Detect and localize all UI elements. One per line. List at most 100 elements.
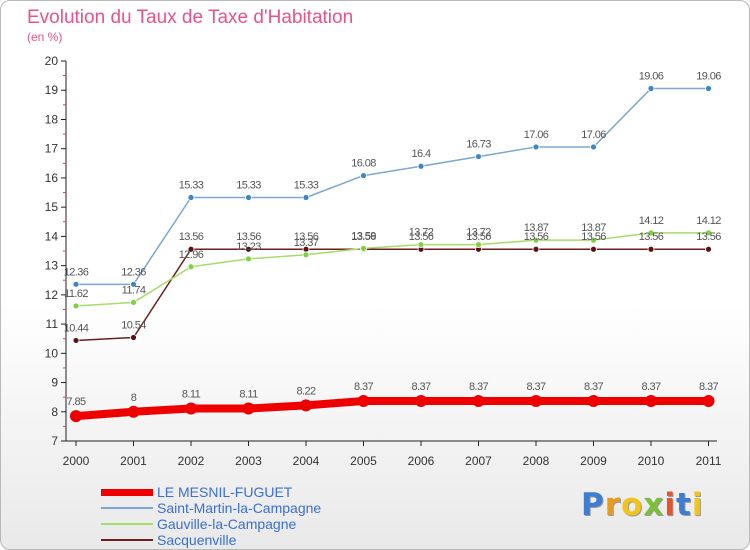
data-label: 15.33 (294, 180, 319, 192)
data-label: 13.72 (409, 227, 434, 239)
data-label: 13.56 (466, 231, 491, 243)
chart-title: Evolution du Taux de Taxe d'Habitation (27, 7, 354, 28)
y-tick-label: 8 (51, 405, 58, 419)
data-label: 10.54 (121, 320, 146, 332)
x-tick-label: 2002 (178, 454, 205, 468)
data-label: 12.36 (64, 266, 89, 278)
data-point (187, 245, 195, 253)
data-point (472, 394, 485, 407)
y-tick-label: 12 (45, 288, 59, 302)
series-line-0 (72, 396, 713, 421)
legend-item: Saint-Martin-la-Campagne (101, 500, 321, 516)
brand-letter: t (675, 487, 692, 523)
data-label: 13.87 (524, 222, 549, 234)
y-tick-label: 13 (45, 259, 59, 273)
brand-letter: r (604, 487, 622, 523)
y-tick-label: 14 (45, 229, 59, 243)
data-label: 13.56 (179, 231, 204, 243)
data-label: 11.74 (122, 284, 146, 296)
y-tick-label: 16 (45, 171, 59, 185)
x-tick-label: 2010 (638, 454, 665, 468)
data-point (127, 405, 140, 418)
data-label: 8.37 (699, 381, 718, 393)
data-point (302, 194, 310, 201)
legend-swatch (101, 488, 153, 496)
data-label: 13.56 (581, 231, 606, 243)
data-point (72, 337, 80, 344)
data-point (645, 394, 657, 407)
data-label: 8.37 (526, 381, 545, 393)
data-point (590, 236, 597, 244)
data-point (360, 244, 367, 252)
data-label: 11.62 (64, 288, 88, 300)
data-label: 8.37 (354, 381, 373, 393)
data-point (130, 334, 137, 341)
y-tick-label: 17 (45, 142, 59, 156)
data-label: 16.73 (466, 139, 491, 151)
data-label: 13.56 (639, 231, 664, 243)
data-label: 13.56 (294, 231, 319, 243)
data-label: 13.37 (294, 237, 319, 249)
data-label: 8.37 (641, 381, 660, 393)
y-tick-label: 7 (51, 434, 58, 448)
legend-label: Saint-Martin-la-Campagne (157, 500, 322, 516)
data-point (245, 245, 252, 253)
series-line-1 (75, 87, 710, 286)
y-tick-label: 10 (45, 346, 59, 360)
data-label: 8.11 (239, 389, 258, 401)
data-label: 8.37 (584, 381, 603, 393)
x-tick-label: 2001 (120, 454, 147, 468)
data-point (242, 402, 255, 415)
data-point (245, 255, 252, 263)
data-label: 14.12 (696, 215, 721, 227)
legend-label: LE MESNIL-FUGUET (157, 484, 293, 500)
data-point (705, 245, 712, 253)
data-label: 8.37 (469, 381, 488, 393)
data-label: 7.85 (66, 396, 85, 408)
data-label: 8.37 (411, 381, 430, 393)
data-label: 13.56 (696, 231, 721, 243)
y-tick-label: 11 (46, 317, 59, 331)
data-label: 17.06 (524, 129, 549, 141)
data-label: 13.56 (236, 231, 261, 243)
data-point (415, 394, 427, 407)
x-tick-label: 2003 (235, 454, 262, 468)
data-point (187, 194, 195, 201)
data-label: 13.56 (409, 231, 434, 243)
brand-letter: i (664, 487, 676, 523)
legend-label: Sacquenville (157, 532, 237, 548)
data-point (70, 410, 82, 423)
data-point (300, 399, 312, 412)
data-label: 16.4 (411, 148, 430, 160)
data-point (647, 245, 655, 253)
legend-label: Gauville-la-Campagne (157, 516, 297, 532)
x-tick-label: 2005 (350, 454, 377, 468)
data-point (475, 241, 482, 248)
data-label: 13.72 (466, 227, 491, 239)
data-point (532, 236, 540, 244)
data-point (185, 402, 197, 415)
data-point (647, 229, 655, 237)
data-label: 13.87 (581, 222, 606, 234)
data-label: 19.06 (639, 70, 664, 82)
data-label: 10.44 (64, 322, 89, 334)
data-point (357, 394, 370, 407)
data-point (417, 241, 425, 248)
data-point (532, 143, 540, 151)
brand-letter: o (621, 487, 644, 523)
legend-item: Gauville-la-Campagne (101, 516, 321, 532)
x-tick-label: 2007 (465, 454, 492, 468)
data-label: 12.96 (179, 249, 204, 261)
x-tick-label: 2008 (523, 454, 550, 468)
data-point (245, 194, 252, 201)
series-line-2 (75, 232, 710, 307)
chart-legend: LE MESNIL-FUGUET Saint-Martin-la-Campagne… (101, 484, 321, 548)
data-point (705, 229, 712, 237)
data-label: 16.08 (351, 158, 376, 170)
data-point (532, 245, 540, 253)
data-point (590, 245, 597, 253)
data-label: 14.12 (639, 215, 664, 227)
legend-swatch (101, 539, 153, 541)
data-point (72, 302, 80, 310)
